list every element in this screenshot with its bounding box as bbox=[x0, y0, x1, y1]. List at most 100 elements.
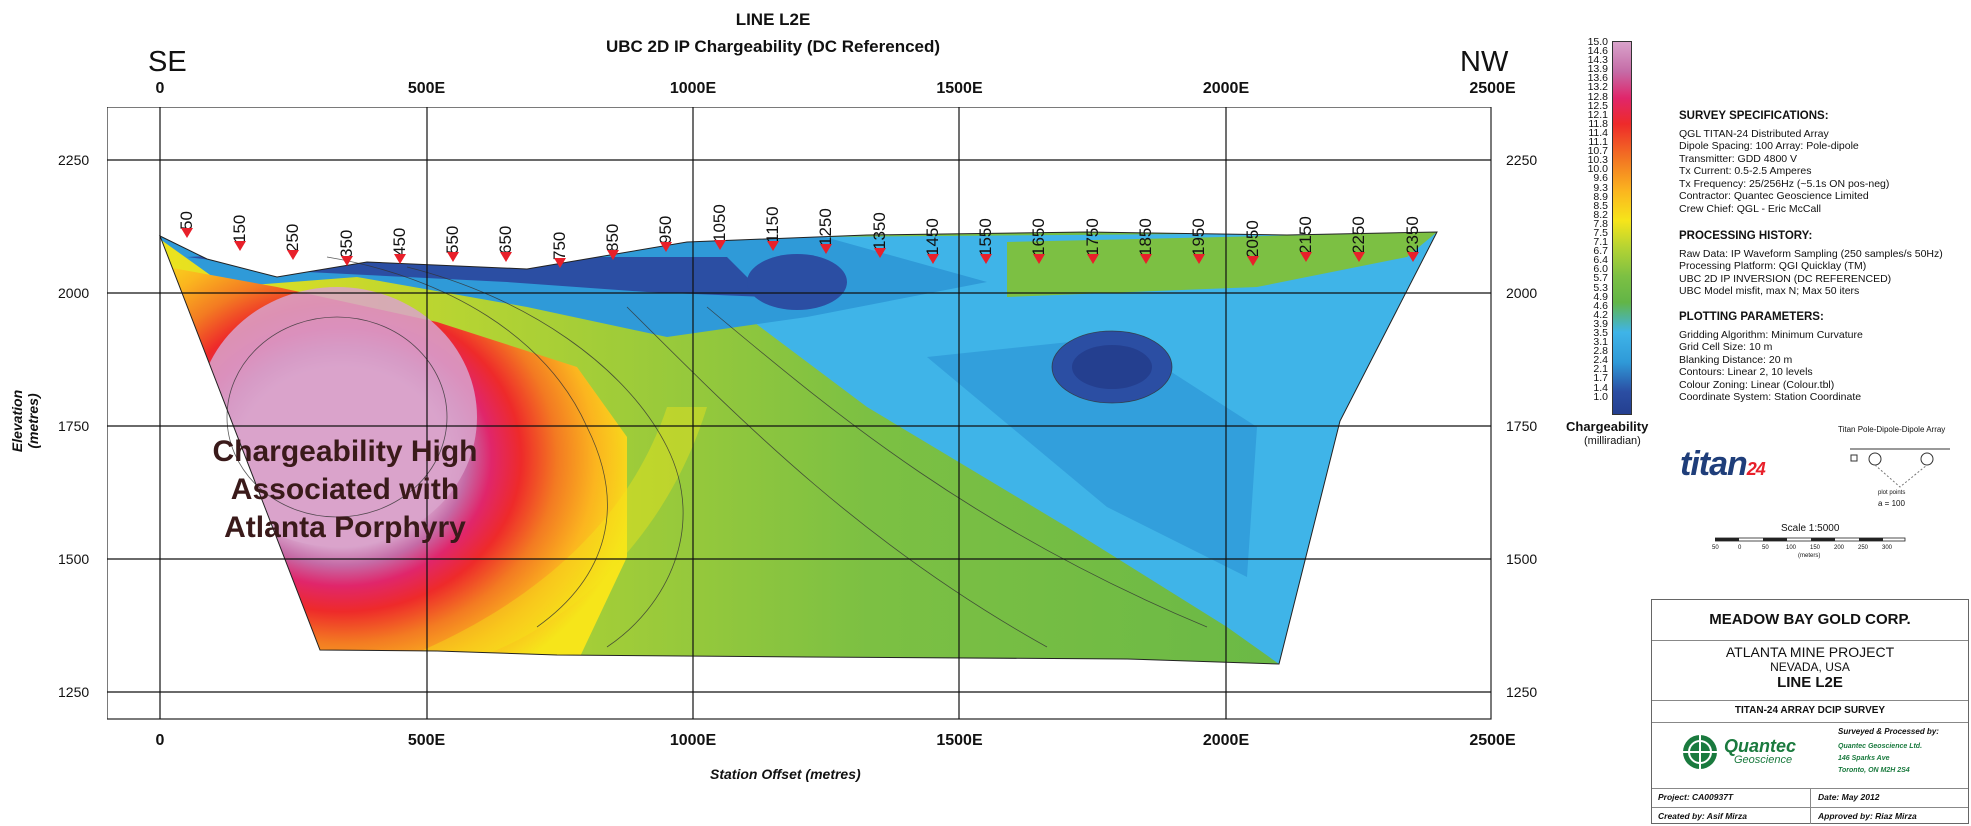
scale-tick: 50 bbox=[1712, 545, 1719, 551]
array-spacing-label: a = 100 bbox=[1878, 499, 1905, 508]
station-marker bbox=[607, 250, 620, 260]
created-by: Created by: Asif Mirza bbox=[1658, 811, 1747, 821]
station-label: 1750 bbox=[1082, 218, 1102, 256]
y-tick-label: 2000 bbox=[1506, 285, 1538, 301]
station-label: 2350 bbox=[1402, 216, 1422, 254]
scale-units: (meters) bbox=[1798, 553, 1821, 559]
station-marker bbox=[287, 250, 300, 260]
station-marker bbox=[553, 258, 566, 268]
scale-tick: 0 bbox=[1738, 545, 1742, 551]
colorbar-label: 2.1 bbox=[1593, 363, 1608, 376]
y-tick-label: 1500 bbox=[58, 551, 90, 567]
colorbar-label: 3.5 bbox=[1593, 327, 1608, 339]
colorbar-label: 5.7 bbox=[1593, 272, 1608, 285]
station-marker bbox=[1086, 254, 1099, 264]
annotation-line-2: Associated with bbox=[230, 473, 460, 506]
station-marker bbox=[926, 254, 939, 264]
top-tick-label: 2500E bbox=[1469, 80, 1516, 97]
colorbar-label: 13.6 bbox=[1587, 72, 1608, 85]
station-label: 1350 bbox=[869, 212, 889, 250]
spec-line: Contours: Linear 2, 10 levels bbox=[1679, 366, 1813, 378]
colorbar-label: 6.7 bbox=[1593, 245, 1608, 258]
spec-line: QGL TITAN-24 Distributed Array bbox=[1679, 127, 1829, 140]
spec-line: Coordinate System: Station Coordinate bbox=[1679, 391, 1862, 403]
colorbar-label: 14.6 bbox=[1587, 45, 1608, 58]
station-label: 2250 bbox=[1349, 216, 1369, 254]
colorbar-label: 12.1 bbox=[1587, 108, 1608, 121]
colorbar bbox=[1612, 41, 1632, 415]
processor-section: Quantec Geoscience Surveyed & Processed … bbox=[1652, 722, 1968, 789]
spec-line: Raw Data: IP Waveform Sampling (250 samp… bbox=[1679, 247, 1943, 260]
colorbar-title: Chargeability bbox=[1566, 419, 1649, 434]
project-name: ATLANTA MINE PROJECT bbox=[1725, 644, 1895, 660]
colorbar-label: 9.3 bbox=[1593, 181, 1608, 194]
y-tick-label: 2000 bbox=[58, 285, 90, 301]
station-label: 1850 bbox=[1136, 218, 1156, 256]
title-block: MEADOW BAY GOLD CORP. ATLANTA MINE PROJE… bbox=[1651, 599, 1969, 824]
colorbar-label: 3.1 bbox=[1593, 336, 1608, 349]
titan-logo-text: titan bbox=[1680, 445, 1748, 483]
approved-by: Approved by: Riaz Mirza bbox=[1818, 811, 1917, 821]
annotation-line-3: Atlanta Porphyry bbox=[224, 511, 466, 544]
scale-tick: 150 bbox=[1810, 545, 1821, 551]
survey-specifications: SURVEY SPECIFICATIONS: QGL TITAN-24 Dist… bbox=[1679, 110, 1889, 215]
bottom-tick-label: 0 bbox=[155, 732, 165, 749]
station-label: 250 bbox=[283, 223, 303, 252]
station-label: 850 bbox=[603, 223, 623, 252]
station-marker bbox=[1353, 252, 1366, 262]
array-diagram bbox=[1850, 448, 1950, 488]
colorbar-label: 6.0 bbox=[1593, 263, 1608, 276]
bottom-tick-label: 500E bbox=[407, 732, 446, 749]
colorbar-label: 13.2 bbox=[1587, 81, 1608, 94]
spec-line: Gridding Algorithm: Minimum Curvature bbox=[1679, 328, 1863, 341]
y-axis-label: Elevation (metres) bbox=[9, 389, 41, 453]
station-marker bbox=[713, 240, 726, 250]
processor-line-1: Quantec Geoscience Ltd. bbox=[1838, 743, 1923, 750]
colorbar-label: 10.7 bbox=[1587, 145, 1608, 158]
station-label: 1050 bbox=[709, 204, 729, 242]
titan-logo-suffix: 24 bbox=[1746, 459, 1766, 479]
date: Date: May 2012 bbox=[1818, 792, 1880, 802]
spec-line: Tx Current: 0.5-2.5 Amperes bbox=[1679, 165, 1812, 177]
colorbar-label: 4.2 bbox=[1593, 308, 1608, 321]
y-tick-label: 1250 bbox=[1506, 684, 1538, 700]
station-marker bbox=[180, 228, 193, 238]
top-tick-label: 0 bbox=[155, 80, 165, 97]
processor-line-2: 146 Sparks Ave bbox=[1838, 755, 1890, 762]
station-marker bbox=[340, 256, 353, 266]
colorbar-label: 13.9 bbox=[1587, 63, 1608, 76]
spec-line: Grid Cell Size: 10 m bbox=[1679, 341, 1773, 353]
colorbar-label: 8.9 bbox=[1593, 190, 1608, 203]
station-label: 1650 bbox=[1029, 218, 1049, 256]
colorbar-label: 6.4 bbox=[1593, 254, 1608, 267]
station-label: 450 bbox=[389, 227, 409, 256]
station-marker bbox=[233, 241, 246, 251]
spec-line: Crew Chief: QGL - Eric McCall bbox=[1679, 202, 1821, 215]
colorbar-label: 10.3 bbox=[1587, 154, 1608, 167]
processing-history: PROCESSING HISTORY: Raw Data: IP Wavefor… bbox=[1679, 230, 1943, 298]
station-label: 50 bbox=[176, 211, 196, 230]
scale-tick: 100 bbox=[1786, 545, 1797, 551]
station-marker bbox=[393, 254, 406, 264]
colorbar-label: 15.0 bbox=[1587, 36, 1608, 48]
y-tick-label: 1750 bbox=[58, 418, 90, 434]
y-tick-label: 1750 bbox=[1506, 418, 1538, 434]
station-marker bbox=[1140, 254, 1153, 264]
spec-line: Processing Platform: QGI Quicklay (TM) bbox=[1679, 260, 1867, 272]
plot-title: LINE L2E bbox=[735, 10, 811, 29]
colorbar-label: 11.8 bbox=[1588, 117, 1608, 130]
scale-tick: 250 bbox=[1858, 545, 1869, 551]
colorbar-label: 1.0 bbox=[1593, 390, 1608, 403]
top-tick-label: 2000E bbox=[1202, 80, 1250, 97]
scale-bar bbox=[1715, 537, 1906, 542]
plotting-params-heading: PLOTTING PARAMETERS: bbox=[1679, 311, 1824, 323]
spec-line: Transmitter: GDD 4800 V bbox=[1679, 152, 1798, 165]
titan-logo: titan24 bbox=[1680, 445, 1766, 484]
station-marker bbox=[1299, 252, 1312, 262]
station-marker bbox=[1033, 254, 1046, 264]
colorbar-label: 11.4 bbox=[1588, 126, 1608, 139]
top-tick-label: 1000E bbox=[669, 80, 717, 97]
colorbar-labels: 15.0 14.6 14.3 13.9 13.6 13.2 12.8 12.5 12.1 11.8… bbox=[1578, 36, 1608, 403]
colorbar-label: 7.1 bbox=[1593, 236, 1608, 249]
annotation-text: Chargeability High Associated with Atlan… bbox=[155, 433, 535, 547]
